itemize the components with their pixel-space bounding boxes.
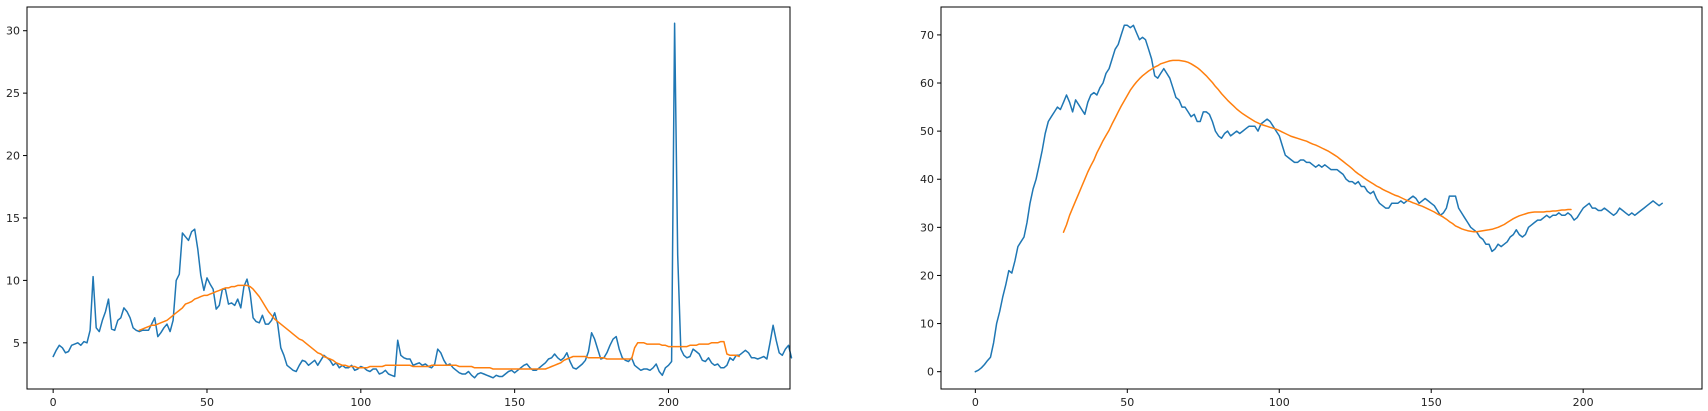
y-tick-label: 30 xyxy=(6,25,20,38)
y-tick-label: 15 xyxy=(6,212,20,225)
y-tick-label: 60 xyxy=(920,77,934,90)
x-tick-label: 50 xyxy=(200,396,214,409)
y-tick-label: 70 xyxy=(920,29,934,42)
x-tick-label: 0 xyxy=(972,396,979,409)
y-tick-label: 0 xyxy=(927,366,934,379)
y-tick-label: 20 xyxy=(6,150,20,163)
axes-frame xyxy=(940,6,1703,390)
left-chart: 0 50 100 150 200 5 10 15 20 25 30 xyxy=(6,6,793,409)
series-line-1 xyxy=(1062,59,1572,233)
x-tick-label: 100 xyxy=(1269,396,1290,409)
y-tick-label: 10 xyxy=(6,274,20,287)
y-tick-label: 40 xyxy=(920,173,934,186)
y-tick-label: 25 xyxy=(6,87,20,100)
axes-frame xyxy=(26,6,791,390)
y-tick-label: 10 xyxy=(920,318,934,331)
y-tick-label: 5 xyxy=(13,337,20,350)
y-tick-label: 50 xyxy=(920,125,934,138)
series-line-1 xyxy=(138,284,740,370)
x-tick-label: 100 xyxy=(350,396,371,409)
x-tick-label: 200 xyxy=(658,396,679,409)
x-tick-label: 150 xyxy=(1421,396,1442,409)
x-tick-label: 0 xyxy=(50,396,57,409)
x-tick-label: 150 xyxy=(504,396,525,409)
y-tick-label: 20 xyxy=(920,269,934,282)
x-tick-label: 200 xyxy=(1573,396,1594,409)
y-tick-label: 30 xyxy=(920,221,934,234)
series-line-0 xyxy=(974,24,1663,373)
series-line-0 xyxy=(52,22,793,379)
right-chart: 0 50 100 150 200 0 10 20 30 40 50 60 70 xyxy=(920,6,1703,409)
x-tick-label: 50 xyxy=(1120,396,1134,409)
